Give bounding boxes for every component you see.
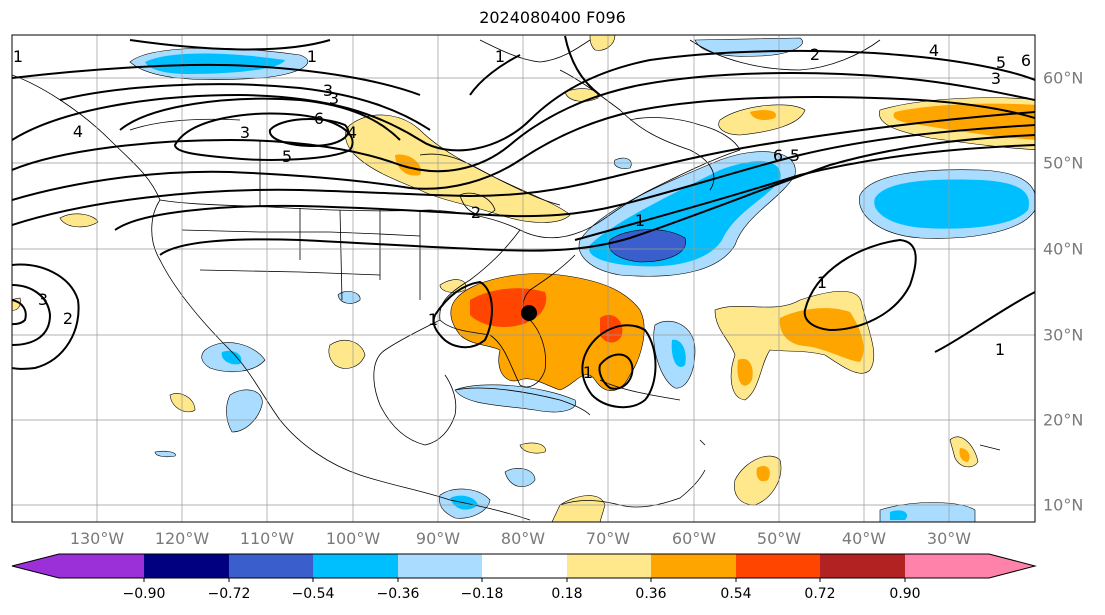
lat-label: 20°N bbox=[1043, 410, 1084, 430]
svg-text:4: 4 bbox=[347, 123, 357, 142]
colorbar-bin bbox=[313, 554, 398, 578]
svg-text:6: 6 bbox=[1021, 51, 1031, 70]
lon-label: 60°W bbox=[671, 529, 717, 548]
svg-text:1: 1 bbox=[13, 47, 23, 66]
svg-text:3: 3 bbox=[329, 89, 339, 108]
colorbar-tick-label: −0.36 bbox=[376, 586, 420, 602]
lon-label: 110°W bbox=[239, 529, 295, 548]
colorbar-tick-label: −0.18 bbox=[460, 586, 504, 602]
svg-text:6: 6 bbox=[773, 146, 783, 165]
contour-lines bbox=[12, 35, 1035, 409]
svg-text:1: 1 bbox=[495, 47, 505, 66]
svg-text:1: 1 bbox=[995, 340, 1005, 359]
colorbar-bin bbox=[229, 554, 313, 578]
colorbar-bin bbox=[398, 554, 482, 578]
svg-text:1: 1 bbox=[817, 273, 827, 292]
colorbar-extend-low bbox=[12, 554, 59, 578]
colorbar-tick-label: 0.72 bbox=[804, 586, 836, 602]
svg-text:2: 2 bbox=[810, 45, 820, 64]
svg-text:5: 5 bbox=[996, 53, 1006, 72]
colorbar-bin bbox=[59, 554, 144, 578]
map-title: 2024080400 F096 bbox=[479, 8, 626, 27]
lat-label: 30°N bbox=[1043, 325, 1084, 345]
lon-label: 30°W bbox=[926, 529, 972, 548]
lat-label: 50°N bbox=[1043, 153, 1084, 173]
colorbar-tick-label: 0.18 bbox=[551, 586, 583, 602]
svg-text:1: 1 bbox=[635, 211, 645, 230]
colorbar-bin bbox=[482, 554, 567, 578]
svg-text:5: 5 bbox=[790, 146, 800, 165]
lon-label: 50°W bbox=[756, 529, 802, 548]
lon-label: 70°W bbox=[585, 529, 631, 548]
colorbar-tick-label: 0.54 bbox=[720, 586, 752, 602]
svg-text:3: 3 bbox=[991, 69, 1001, 88]
lat-label: 10°N bbox=[1043, 495, 1084, 515]
svg-text:4: 4 bbox=[929, 41, 939, 60]
storm-center-marker bbox=[521, 305, 537, 321]
colorbar-bin bbox=[144, 554, 229, 578]
colorbar-bin bbox=[905, 554, 989, 578]
colorbar-bin bbox=[651, 554, 736, 578]
colorbar-extend-high bbox=[989, 554, 1035, 578]
svg-text:1: 1 bbox=[583, 363, 593, 382]
lon-label: 130°W bbox=[69, 529, 125, 548]
svg-text:2: 2 bbox=[63, 309, 73, 328]
svg-text:3: 3 bbox=[38, 290, 48, 309]
lon-label: 120°W bbox=[154, 529, 210, 548]
svg-text:1: 1 bbox=[428, 310, 438, 329]
lat-label: 60°N bbox=[1043, 68, 1084, 88]
svg-text:3: 3 bbox=[323, 81, 333, 100]
lon-label: 90°W bbox=[415, 529, 461, 548]
lon-label: 80°W bbox=[500, 529, 546, 548]
contour-labels: 1 3 6 5 4 2 3 4 5 6 3 1 2 6 5 1 1 1 1 2 … bbox=[13, 41, 1031, 382]
colorbar-tick-label: 0.36 bbox=[635, 586, 667, 602]
lon-label: 100°W bbox=[325, 529, 381, 548]
anomaly-shading bbox=[12, 35, 1035, 522]
svg-text:1: 1 bbox=[307, 47, 317, 66]
svg-text:4: 4 bbox=[73, 122, 83, 141]
map-frame bbox=[11, 34, 1036, 523]
svg-text:3: 3 bbox=[240, 123, 250, 142]
colorbar-bin bbox=[736, 554, 820, 578]
svg-text:6: 6 bbox=[314, 109, 324, 128]
lon-label: 40°W bbox=[841, 529, 887, 548]
svg-text:2: 2 bbox=[471, 203, 481, 222]
colorbar-tick-label: 0.90 bbox=[889, 586, 921, 602]
colorbar-tick-label: −0.72 bbox=[207, 586, 251, 602]
coastlines bbox=[12, 39, 1001, 521]
colorbar-tick-label: −0.54 bbox=[291, 586, 335, 602]
svg-text:5: 5 bbox=[282, 147, 292, 166]
colorbar-bin bbox=[820, 554, 905, 578]
lat-label: 40°N bbox=[1043, 239, 1084, 259]
colorbar-bin bbox=[567, 554, 651, 578]
colorbar-tick-label: −0.90 bbox=[122, 586, 166, 602]
graticule bbox=[12, 35, 1035, 522]
